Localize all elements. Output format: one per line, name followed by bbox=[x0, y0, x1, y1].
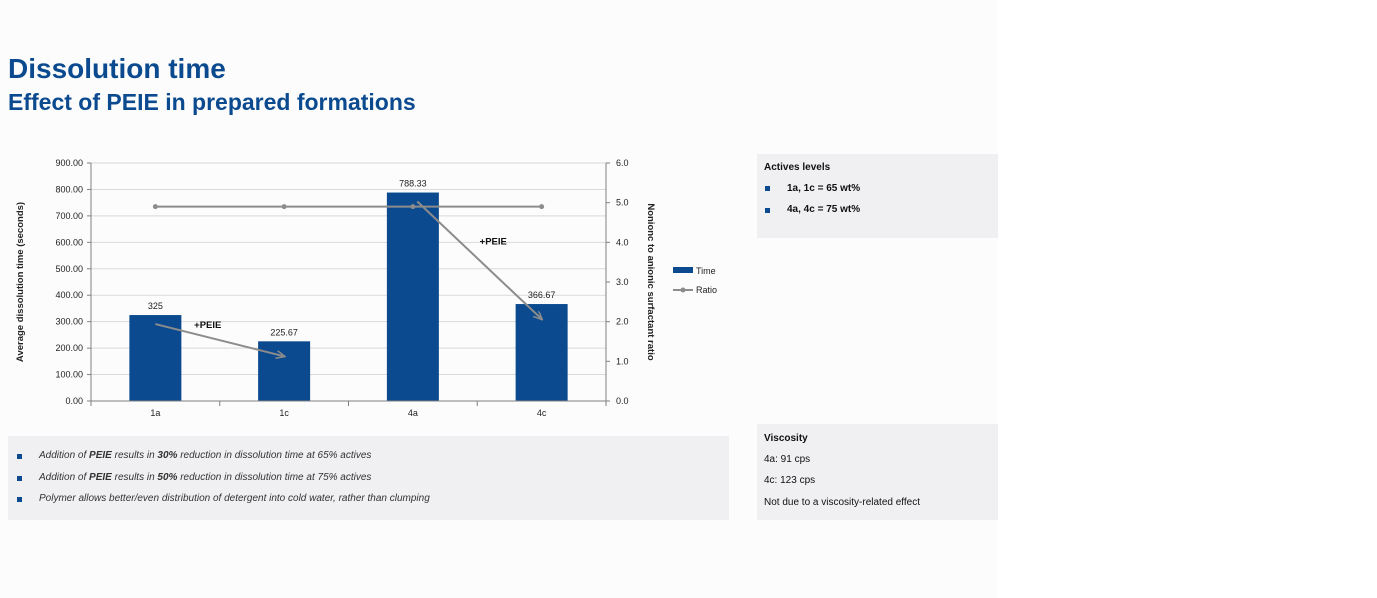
peie-annotation: +PEIE bbox=[480, 236, 507, 247]
y2-tick-label: 1.0 bbox=[616, 356, 629, 366]
legend-time-swatch bbox=[673, 267, 693, 273]
actives-item: 1a, 1c = 65 wt% bbox=[787, 183, 861, 194]
y2-tick-label: 4.0 bbox=[616, 237, 629, 247]
legend-ratio-label: Ratio bbox=[696, 285, 717, 295]
data-label: 325 bbox=[148, 301, 163, 311]
viscosity-line: Not due to a viscosity-related effect bbox=[764, 497, 921, 508]
viscosity-line: 4c: 123 cps bbox=[764, 475, 816, 486]
y-tick-label: 800.00 bbox=[55, 184, 83, 194]
data-label: 225.67 bbox=[270, 327, 298, 337]
legend-time-label: Time bbox=[696, 266, 716, 276]
y-tick-label: 0.00 bbox=[65, 396, 83, 406]
actives-item: 4a, 4c = 75 wt% bbox=[787, 204, 861, 215]
y2-tick-label: 6.0 bbox=[616, 158, 629, 168]
bar-4a bbox=[386, 192, 439, 401]
y2-tick-label: 5.0 bbox=[616, 198, 629, 208]
y2-tick-label: 2.0 bbox=[616, 317, 629, 327]
ratio-point bbox=[539, 204, 545, 210]
y-tick-label: 200.00 bbox=[55, 343, 83, 353]
findings-panel: Addition of PEIE results in 30% reductio… bbox=[8, 436, 729, 520]
slide: Dissolution time Effect of PEIE in prepa… bbox=[8, 53, 998, 520]
finding-item: Addition of PEIE results in 50% reductio… bbox=[39, 472, 372, 483]
y-tick-label: 900.00 bbox=[55, 158, 83, 168]
y-tick-label: 500.00 bbox=[55, 264, 83, 274]
x-tick-label: 1c bbox=[279, 408, 289, 418]
dissolution-chart: 0.00 100.00 200.00 300.00 400.00 500.00 600.00… bbox=[15, 158, 717, 418]
peie-arrow bbox=[155, 323, 284, 356]
peie-annotation: +PEIE bbox=[194, 320, 221, 331]
y-tick-label: 100.00 bbox=[55, 370, 83, 380]
bullet-square-icon bbox=[17, 476, 22, 481]
bar-1c bbox=[258, 341, 311, 401]
x-tick-label: 1a bbox=[150, 408, 160, 418]
legend-ratio-marker bbox=[680, 287, 686, 293]
finding-item: Addition of PEIE results in 30% reductio… bbox=[39, 450, 372, 461]
y-tick-label: 600.00 bbox=[55, 237, 83, 247]
data-label: 366.67 bbox=[528, 290, 556, 300]
actives-levels-panel: Actives levels 1a, 1c = 65 wt% 4a, 4c = … bbox=[757, 154, 998, 238]
bullet-square-icon bbox=[765, 208, 770, 213]
bullet-square-icon bbox=[17, 497, 22, 502]
bullet-square-icon bbox=[17, 454, 22, 459]
y-axis-title: Average dissolution time (seconds) bbox=[15, 202, 26, 362]
data-label: 788.33 bbox=[399, 179, 427, 189]
y-tick-label: 700.00 bbox=[55, 211, 83, 221]
viscosity-line: 4a: 91 cps bbox=[764, 454, 811, 465]
y2-tick-label: 3.0 bbox=[616, 277, 629, 287]
y-tick-label: 400.00 bbox=[55, 290, 83, 300]
y2-tick-label: 0.0 bbox=[616, 396, 629, 406]
y2-axis-title: Nonionc to anionic surfactant ratio bbox=[645, 203, 656, 360]
page-subtitle: Effect of PEIE in prepared formations bbox=[8, 89, 416, 115]
ratio-point bbox=[152, 204, 158, 210]
x-tick-label: 4c bbox=[537, 408, 547, 418]
x-tick-label: 4a bbox=[408, 408, 418, 418]
peie-arrow bbox=[416, 200, 541, 320]
ratio-point bbox=[281, 204, 287, 210]
y-tick-label: 300.00 bbox=[55, 317, 83, 327]
viscosity-panel: Viscosity 4a: 91 cps 4c: 123 cps Not due… bbox=[757, 424, 998, 520]
actives-title: Actives levels bbox=[764, 162, 831, 173]
bullet-square-icon bbox=[765, 186, 770, 191]
viscosity-title: Viscosity bbox=[764, 433, 808, 444]
finding-item: Polymer allows better/even distribution … bbox=[39, 493, 430, 504]
ratio-point bbox=[410, 204, 416, 210]
page-title: Dissolution time bbox=[8, 53, 226, 84]
